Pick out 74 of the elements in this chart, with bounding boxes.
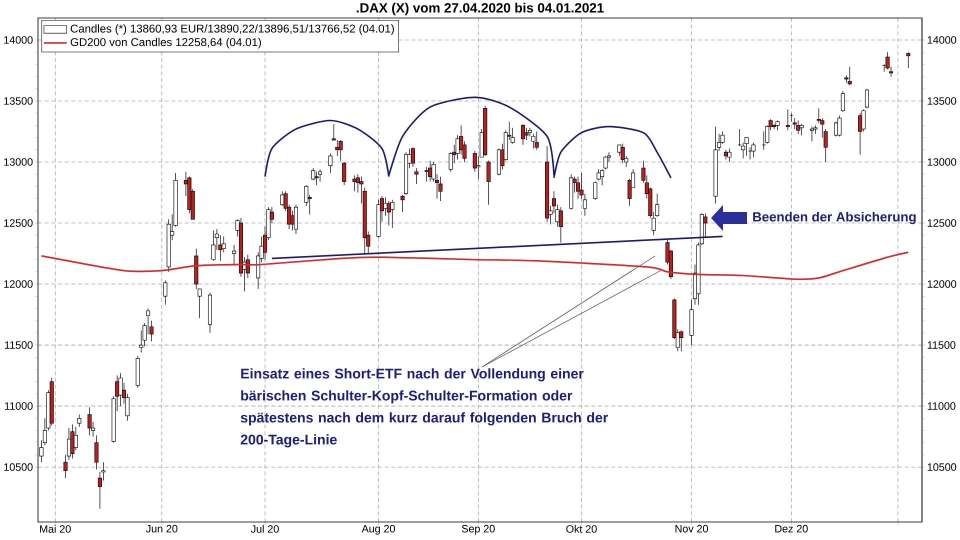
y2-tick-label: 14000 [928,36,956,44]
candlestick [776,120,780,131]
y-tick-label: 12000 [4,280,33,288]
candlestick [800,124,804,136]
y-tick-label: 13500 [4,97,33,105]
x-tick-label: Aug 20 [362,524,396,535]
legend-label: GD200 von Candles 12258,64 (04.01) [70,38,261,48]
y2-tick-label: 11000 [928,402,956,410]
candlestick [744,137,749,156]
y-tick-label: 13000 [4,158,33,166]
y2-tick-label: 13000 [928,158,956,166]
candlestick [679,330,684,352]
candlestick [232,244,236,266]
x-tick-label: Sep 20 [462,524,495,535]
candlestick [837,115,842,137]
candlestick [727,148,732,162]
candlestick [328,153,332,174]
y-tick-label: 11000 [5,402,33,410]
candlestick [620,143,625,164]
candlestick [424,166,429,182]
y2-tick-label: 12000 [928,280,956,288]
y2-tick-label: 13500 [928,97,956,105]
candlestick [906,52,910,68]
annotation: Beenden der Absicherung [753,212,916,224]
candlestick [410,147,415,168]
candlestick [438,176,442,202]
candlestick [390,199,394,228]
candlestick [294,204,298,234]
y2-tick-label: 11500 [928,341,956,349]
candlestick [338,140,343,162]
candlestick [751,142,756,158]
candlestick [311,168,316,181]
candlestick [558,206,563,243]
candlestick [848,66,852,86]
x-tick-label: Mai 20 [40,524,71,533]
candlestick [786,109,790,131]
x-tick-label: Okt 20 [566,524,597,533]
candlestick [582,193,587,216]
y2-tick-label: 12500 [928,219,956,227]
candlestick [163,280,168,306]
candlestick [796,120,800,134]
line-series [40,252,910,280]
candlestick [74,426,78,450]
candlestick [810,126,814,142]
candlestick [400,194,405,212]
x-tick-label: Dez 20 [775,524,808,532]
x-tick-label: Nov 20 [676,524,708,532]
x-tick-label: Jun 20 [146,524,178,532]
y-tick-label: 14000 [4,36,33,44]
candlestick [486,160,491,206]
candlestick [70,424,74,459]
y-tick-label: 11500 [5,341,33,349]
candlestick [88,406,92,436]
candlestick [211,230,216,262]
legend-label: Candles (*) 13860,93 EUR/13890,22/13896,51/13766,52 (04.01) [70,24,394,35]
chart-title: .DAX (X) vom 27.04.2020 bis 04.01.2021 [356,2,604,16]
candlestick [864,88,869,109]
y2-tick-label: 10500 [928,463,956,471]
candlestick [593,181,598,200]
candlestick [520,124,526,146]
candlestick [342,162,346,186]
candlestick [94,435,98,470]
candlestick [414,168,418,184]
candlestick [576,176,580,199]
candlestick [840,90,845,112]
candlestick [534,131,539,150]
y-tick-label: 12500 [4,219,33,227]
candlestick [318,168,322,182]
candlestick [77,414,82,428]
x-tick-label: Jul 20 [250,524,279,533]
candlestick [524,127,528,140]
candlestick [596,168,601,181]
y-tick-label: 10500 [4,463,33,471]
annotation: Einsatz eines Short-ETF nach der Vollendung einer bärischen Schulter-Kopf-Schulter-Formation oder spätestens nach dem kurz darauf folgenden Bruch der 200-Tage-Linie [240,368,608,448]
